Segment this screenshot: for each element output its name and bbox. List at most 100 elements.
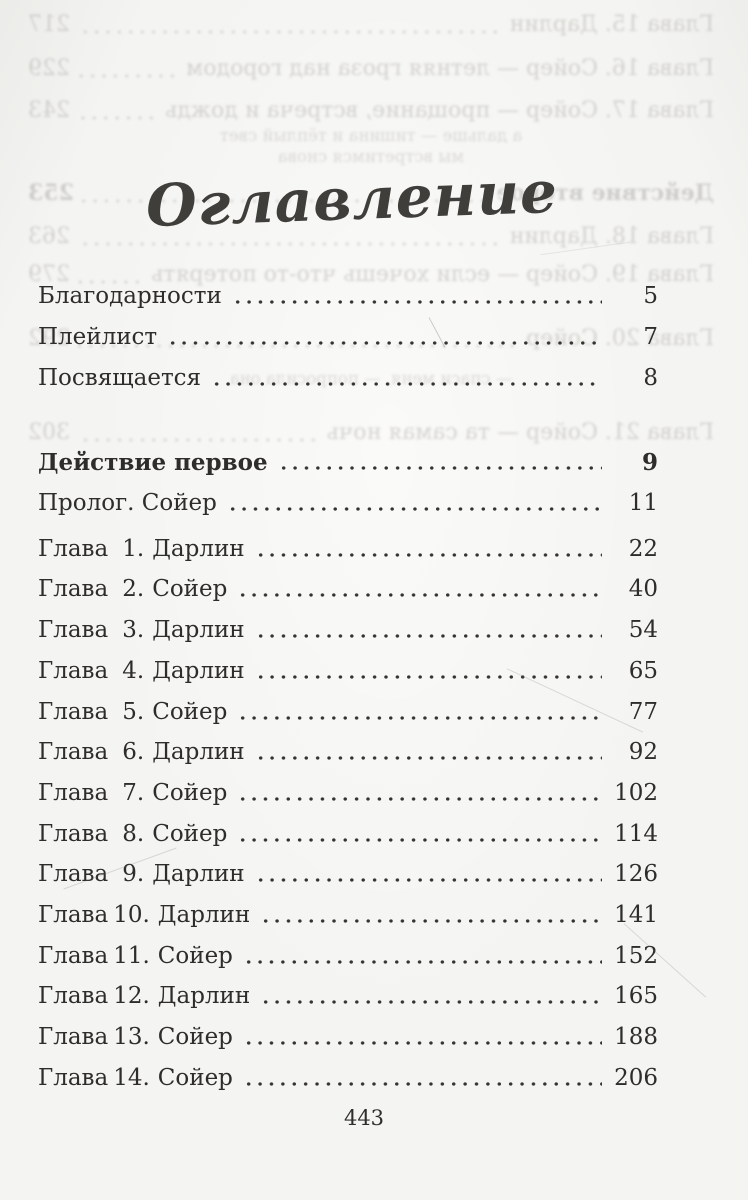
toc-entry-chapter: Глава 1. Дарлин 22 [38,528,658,570]
toc-entry-playlist: Плейлист 7 [38,316,658,358]
dot-leader [78,98,158,123]
dot-leader [252,609,602,651]
dot-leader [275,442,602,483]
dot-leader [240,935,602,976]
dot-leader [229,276,602,317]
dot-leader [235,813,602,854]
toc-entry-page: 114 [614,820,658,847]
page-title: Оглавление [144,157,560,241]
bleedthrough-page: 217 [28,12,70,37]
chapter-title: Сойер [152,779,228,806]
chapter-word: Глава [38,535,109,562]
section-gap [38,398,658,442]
dot-leader [224,482,602,524]
toc-entry-page: 40 [628,576,658,603]
chapter-number: 4. [122,657,145,684]
dot-leader [235,772,602,814]
toc-entry-chapter: Глава 11. Сойер 152 [38,935,658,976]
chapter-word: Глава [38,983,109,1010]
toc-entry-page: 8 [643,364,658,391]
chapter-title: Сойер [157,942,233,969]
chapter-title: Сойер [152,820,228,847]
dot-leader [252,731,602,773]
dot-leader [209,357,602,399]
chapter-word: Глава [38,657,109,684]
chapter-title: Дарлин [152,739,245,766]
toc-entry-chapter: Глава 10. Дарлин 141 [38,894,658,936]
chapter-word: Глава [38,942,109,969]
toc-entry-label: Плейлист [38,324,158,351]
chapter-number: 14. [113,1064,150,1091]
toc-entry-chapter: Глава 13. Сойер 188 [38,1016,658,1058]
dot-leader [235,691,602,732]
bleedthrough-page: 243 [28,98,70,123]
chapter-number: 8. [122,820,145,847]
toc-entry-label: Посвящается [38,364,202,391]
toc-entry-act-one: Действие первое 9 [38,442,658,483]
toc-entry-page: 126 [614,861,658,888]
chapter-number: 3. [122,617,145,644]
chapter-number: 1. [122,535,145,562]
toc-entry-page: 188 [614,1024,658,1051]
chapter-word: Глава [38,739,109,766]
chapter-number: 6. [122,739,145,766]
chapter-word: Глава [38,1024,109,1051]
chapter-title: Дарлин [152,617,245,644]
toc-entry-page: 92 [628,739,658,766]
toc-entry-chapter: Глава 8. Сойер 114 [38,813,658,854]
dot-leader [240,1057,602,1099]
dot-leader [78,56,179,81]
folio-page-number: 443 [343,1106,385,1130]
bleedthrough-text: Глава 17. Сойер — прощание, встреча и до… [165,98,714,123]
dot-leader [252,650,602,692]
toc-entry-chapter: Глава 12. Дарлин 165 [38,976,658,1017]
toc-entry-chapter: Глава 2. Сойер 40 [38,569,658,610]
toc-entry-label: Действие первое [38,448,268,476]
dot-leader [252,528,602,570]
bleedthrough-line: Глава 17. Сойер — прощание, встреча и до… [28,98,714,123]
chapter-number: 10. [113,901,150,928]
chapter-word: Глава [38,617,109,644]
toc-entry-label: Благодарности [38,283,222,310]
chapter-title: Сойер [152,698,228,725]
toc-entry-chapter: Глава 6. Дарлин 92 [38,731,658,773]
chapter-number: 2. [122,576,145,603]
toc-entry-page: 7 [643,324,658,351]
scan-artifact [540,241,630,256]
chapter-word: Глава [38,779,109,806]
chapter-number: 11. [113,942,150,969]
chapter-number: 13. [113,1024,150,1051]
toc-entry-page: 77 [628,698,658,725]
chapter-word: Глава [38,698,109,725]
toc-entry-page: 165 [614,983,658,1010]
toc-entry-page: 54 [628,617,658,644]
toc-entry-page: 206 [614,1064,658,1091]
toc-entry-page: 141 [614,901,658,928]
bleedthrough-text: а дальше — тишина и тёплый свет [219,126,523,145]
chapter-word: Глава [38,861,109,888]
toc-entry-page: 22 [628,535,658,562]
chapter-title: Сойер [152,576,228,603]
toc-entry-page: 65 [628,657,658,684]
chapter-number: 12. [113,983,150,1010]
bleedthrough-text: Глава 15. Дарлин [509,12,714,37]
toc-entry-page: 102 [614,779,658,806]
bleedthrough-line: Глава 15. Дарлин 217 [28,12,714,37]
dot-leader [165,316,602,358]
bleedthrough-line: а дальше — тишина и тёплый свет [28,126,714,145]
table-of-contents: Благодарности 5 Плейлист 7 Посвящается 8… [38,276,658,1099]
toc-entry-chapter: Глава 3. Дарлин 54 [38,609,658,651]
toc-entry-page: 11 [628,490,658,517]
chapter-word: Глава [38,901,109,928]
toc-entry-page: 5 [643,283,658,310]
chapter-number: 5. [122,698,145,725]
dot-leader [258,976,602,1017]
toc-entry-chapter: Глава 5. Сойер 77 [38,691,658,732]
bleedthrough-line: Глава 16. Сойер — летняя гроза над город… [28,56,714,81]
dot-leader [235,569,602,610]
chapter-number: 7. [122,779,145,806]
toc-entry-prologue: Пролог. Сойер 11 [38,482,658,524]
toc-entry-page: 9 [641,448,658,476]
chapter-word: Глава [38,576,109,603]
